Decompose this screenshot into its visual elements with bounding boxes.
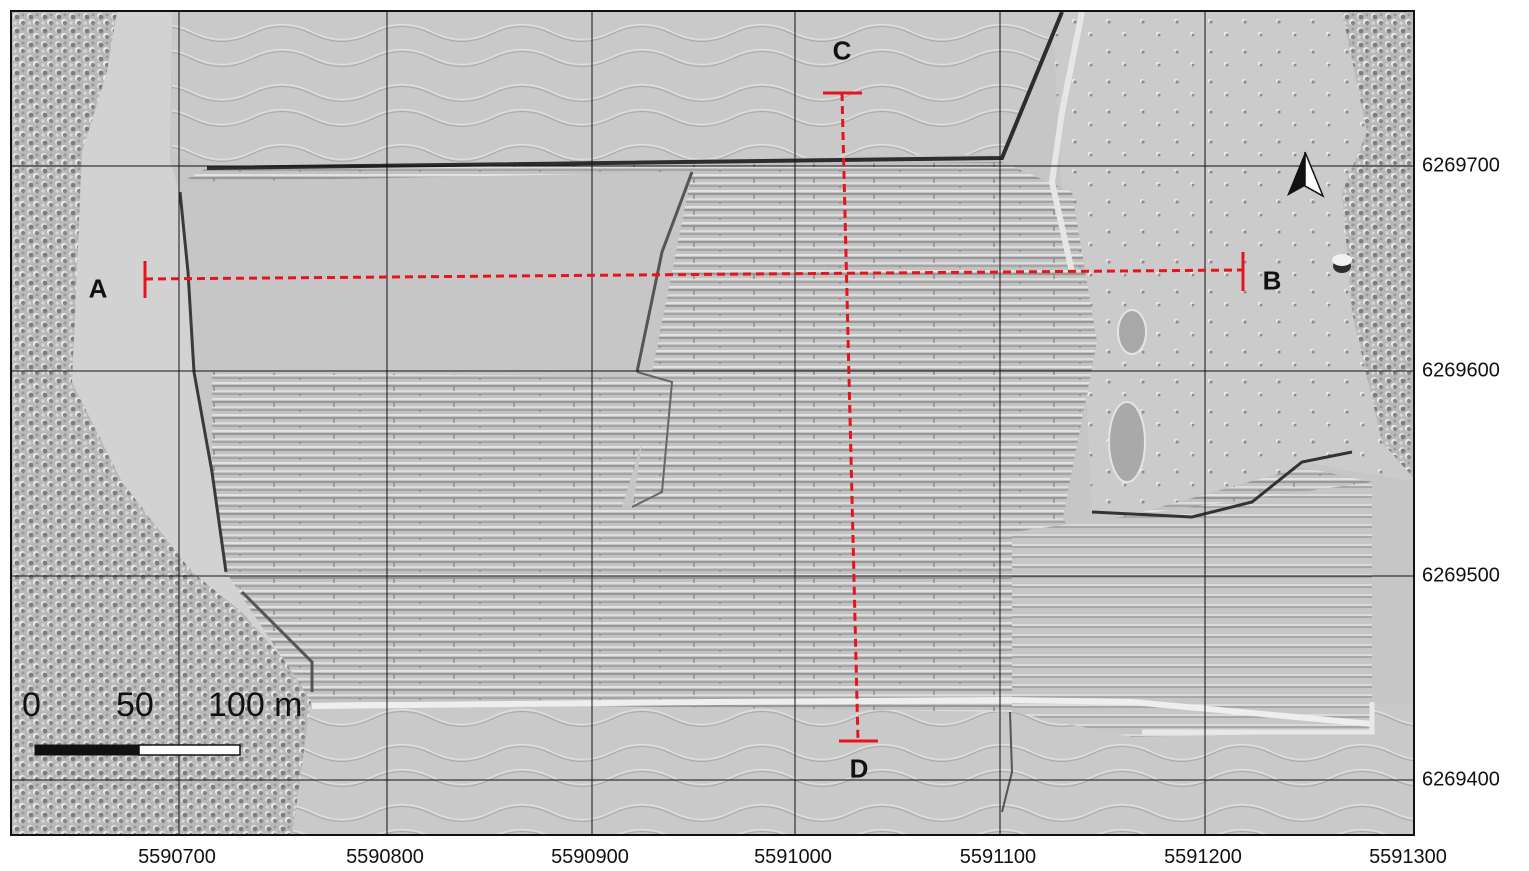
scale-bar	[34, 744, 241, 756]
section-label-c: C	[832, 35, 852, 66]
section-label-b: B	[1262, 265, 1282, 296]
x-tick-label: 5591300	[1369, 846, 1447, 868]
x-tick-label: 5591200	[1164, 846, 1242, 868]
hillshade-map	[12, 12, 1413, 834]
section-label-d: D	[849, 753, 869, 784]
scale-label-0: 0	[22, 686, 41, 724]
x-tick-label: 5590700	[138, 846, 216, 868]
section-label-a: A	[88, 273, 108, 304]
scale-bar-white-segment	[138, 744, 241, 756]
map-frame	[10, 10, 1415, 836]
y-tick-label: 6269700	[1422, 154, 1500, 177]
scale-label-50: 50	[116, 686, 154, 724]
x-tick-label: 5590800	[346, 846, 424, 868]
x-tick-label: 5590900	[551, 846, 629, 868]
north-arrow-icon	[1287, 151, 1325, 198]
scale-bar-black-segment	[34, 744, 140, 756]
x-tick-label: 5591100	[959, 846, 1037, 868]
x-tick-label: 5591000	[754, 846, 832, 868]
coordinate-grid	[12, 12, 1413, 834]
y-tick-label: 6269400	[1422, 768, 1500, 791]
y-tick-label: 6269600	[1422, 359, 1500, 382]
profile-line-a-b	[144, 268, 1244, 281]
y-tick-label: 6269500	[1422, 564, 1500, 587]
profile-line-c-d	[840, 92, 860, 742]
profile-lines	[143, 91, 1245, 743]
scale-label-100: 100 m	[208, 686, 303, 724]
